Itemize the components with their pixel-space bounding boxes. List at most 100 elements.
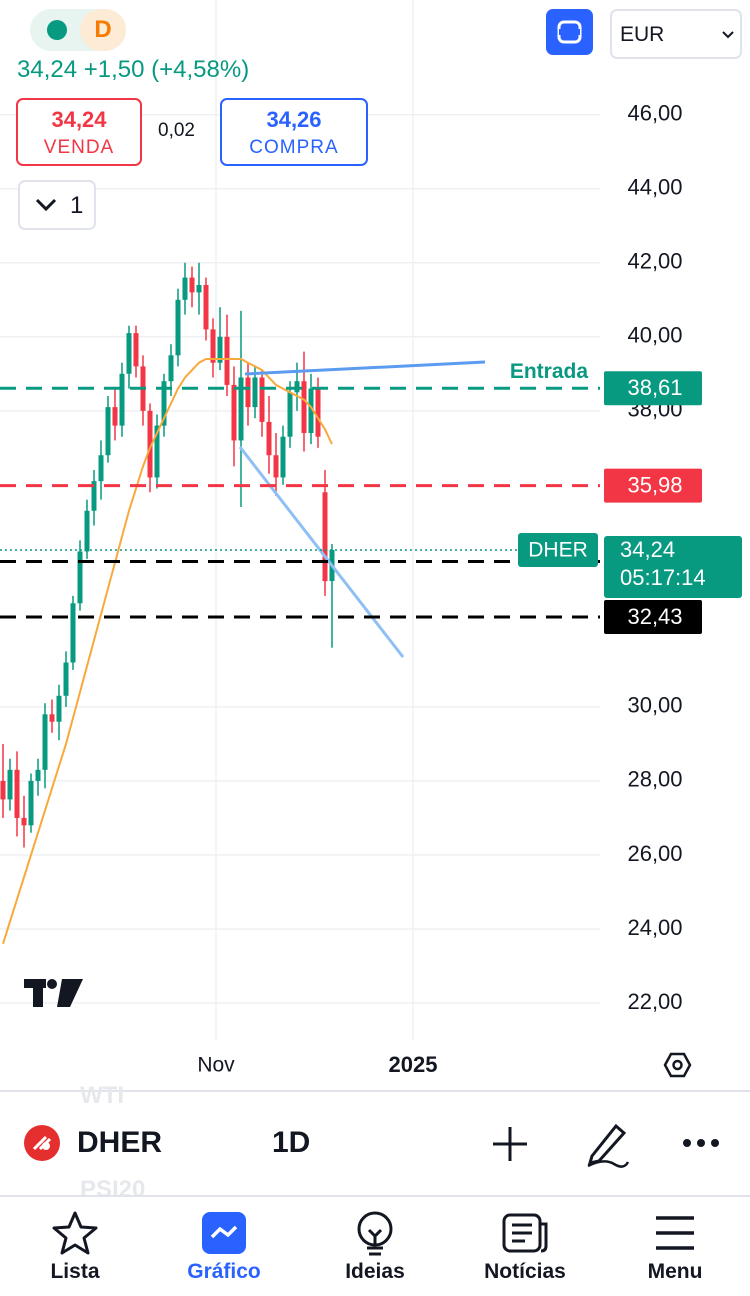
candle-body <box>287 392 293 437</box>
x-label: Nov <box>197 1054 235 1077</box>
price-line: 34,24 +1,50 (+4,58%) <box>17 56 249 84</box>
logo-mark <box>32 1135 52 1151</box>
interval: 1 <box>70 192 84 219</box>
candle-body <box>56 695 62 722</box>
buy-label: COMPRA <box>249 137 339 158</box>
candle-body <box>259 377 265 422</box>
news-icon <box>502 1213 548 1253</box>
add-icon[interactable] <box>490 1124 530 1164</box>
y-tick-label: 40,00 <box>627 323 682 348</box>
tab[interactable]: Lista <box>0 1196 150 1294</box>
candle-body <box>280 436 286 478</box>
candle-body <box>105 407 111 456</box>
candle-body <box>7 769 13 800</box>
fullscreen-icon <box>557 20 582 44</box>
candle-body <box>182 277 188 300</box>
y-tick-label: 22,00 <box>627 989 682 1014</box>
levels: 46,0044,0042,0040,0038,0030,0028,0026,00… <box>0 101 742 1014</box>
candle-body <box>84 510 90 552</box>
candle-body <box>322 492 328 582</box>
last-price-label: 34,24 <box>620 537 675 562</box>
tab[interactable]: Menu <box>600 1196 750 1294</box>
fullscreen-button[interactable] <box>546 9 593 55</box>
chart: 46,0044,0042,0040,0038,0030,0028,0026,00… <box>0 0 750 1092</box>
currency-select[interactable]: EUR <box>610 9 742 59</box>
candle-body <box>63 662 69 696</box>
price-tag <box>604 599 702 634</box>
status-badge: D <box>30 9 126 51</box>
candle-body <box>168 355 174 382</box>
buy-button[interactable]: 34,26 COMPRA <box>220 98 368 166</box>
candle-body <box>273 455 279 478</box>
candle-body <box>14 769 20 818</box>
sell-button[interactable]: 34,24 VENDA <box>16 98 142 166</box>
candle-body <box>217 336 223 363</box>
symbol-logo <box>24 1125 60 1161</box>
market-dot <box>47 20 67 40</box>
tradingview-logo <box>24 979 83 1007</box>
sell-price: 34,24 <box>51 107 107 132</box>
star-icon <box>52 1211 98 1255</box>
candle-body <box>196 284 202 293</box>
x-label: 2025 <box>389 1052 438 1077</box>
trend-line[interactable] <box>238 446 405 658</box>
candle-body <box>210 329 216 363</box>
candle-body <box>308 388 314 434</box>
tab[interactable]: Notícias <box>450 1196 600 1294</box>
settings-icon[interactable] <box>663 1052 692 1078</box>
tab-label: Gráfico <box>187 1260 261 1283</box>
symbol[interactable]: DHER <box>77 1126 163 1159</box>
candle-body <box>203 284 209 330</box>
candle-body <box>28 780 34 826</box>
trend-line[interactable] <box>244 360 486 376</box>
candle-body <box>175 299 181 356</box>
candle-body <box>161 381 167 426</box>
badge: D <box>80 9 126 51</box>
idea-icon <box>357 1211 393 1256</box>
select-arrow <box>722 31 734 39</box>
symbol-tag <box>518 532 598 567</box>
candles <box>0 262 335 945</box>
candle-body <box>0 780 6 800</box>
candle-body <box>301 381 307 434</box>
candle-body <box>21 817 27 826</box>
tab-label: Menu <box>647 1260 703 1283</box>
candle-body <box>231 384 237 441</box>
more-icon[interactable] <box>680 1136 722 1150</box>
candle-body <box>189 277 195 293</box>
candle-body <box>98 455 104 482</box>
symbol-tag-label: DHER <box>528 539 588 562</box>
tab[interactable]: Gráfico <box>149 1196 299 1294</box>
candle-body <box>154 425 160 478</box>
interval-toggle[interactable]: 1 <box>18 180 96 230</box>
countdown: 05:17:14 <box>620 565 706 590</box>
sell-label: VENDA <box>43 137 115 158</box>
spread: 0,02 <box>158 120 195 141</box>
y-tick-label: 24,00 <box>627 915 682 940</box>
y-tick-label: 42,00 <box>627 249 682 274</box>
price-tag-label: 32,43 <box>627 604 682 629</box>
tab[interactable]: Ideias <box>300 1196 450 1294</box>
price-tag <box>604 468 702 503</box>
menu-icon <box>656 1216 694 1250</box>
grid <box>0 113 600 1004</box>
candle-body <box>91 481 97 511</box>
resolution[interactable]: 1D <box>272 1126 311 1159</box>
y-tick-label: 26,00 <box>627 841 682 866</box>
candle-body <box>49 714 55 722</box>
candle-body <box>35 769 41 781</box>
candle-body <box>77 551 83 604</box>
candle-body <box>112 407 118 426</box>
y-tick-label: 30,00 <box>627 693 682 718</box>
chevron-icon <box>35 198 57 212</box>
draw-icon[interactable] <box>584 1120 630 1168</box>
level-annotation: Entrada <box>510 360 589 383</box>
price-tag-label: 38,61 <box>627 375 682 400</box>
candle-body <box>119 373 125 426</box>
candle-body <box>133 333 139 367</box>
ghost-symbol: WTI <box>80 1082 124 1109</box>
candle-body <box>70 603 76 663</box>
candle-body <box>224 336 230 385</box>
price-tag-label: 35,98 <box>627 472 682 497</box>
